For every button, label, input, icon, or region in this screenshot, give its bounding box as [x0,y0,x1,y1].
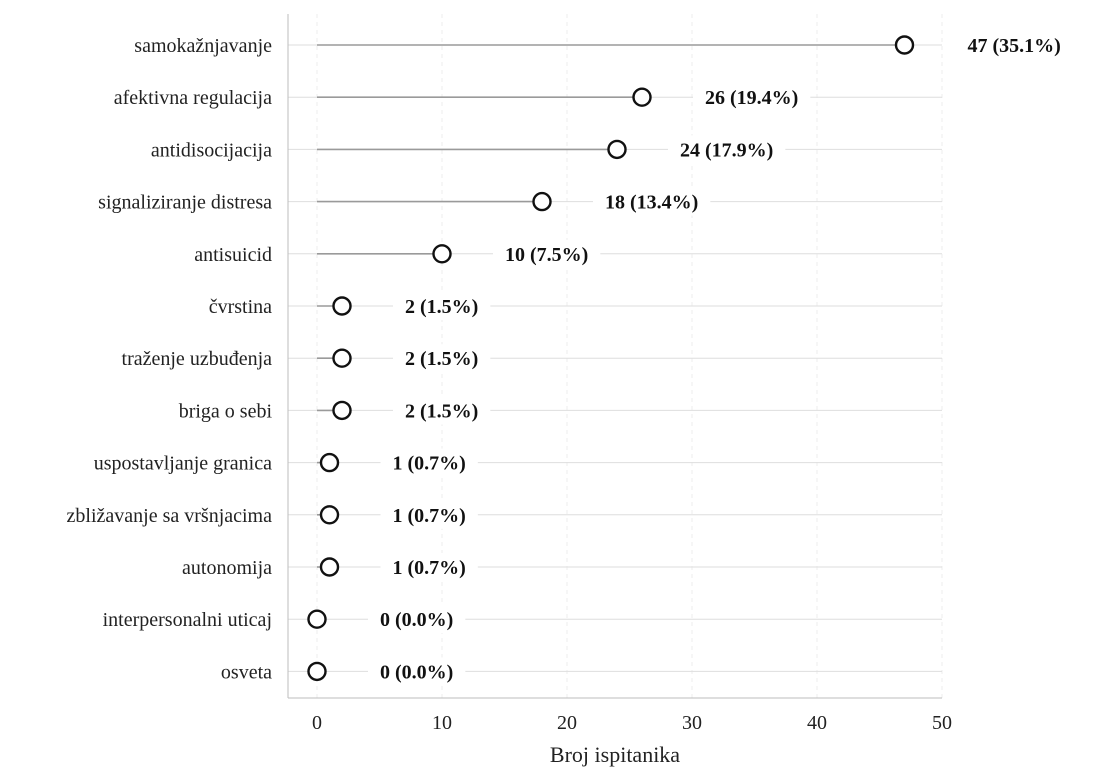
category-label: antisuicid [194,244,272,266]
lollipop-marker [607,139,627,160]
data-label: 1 (0.7%) [393,505,466,527]
category-label: traženje uzbuđenja [122,348,273,370]
lollipop-marker [332,400,352,421]
data-label-bg [368,657,466,686]
category-label: antidisocijacija [151,139,272,161]
stem-layer [317,44,905,568]
data-label-bg [955,31,1073,59]
data-label: 2 (1.5%) [405,296,478,318]
category-label: briga o sebi [179,400,273,422]
lollipop-marker [319,452,340,473]
category-label: osveta [221,661,272,683]
marker-layer [307,35,915,682]
x-tick-labels: 0 10 20 30 40 50 [312,712,952,734]
data-label-bg [380,553,478,581]
x-tick-label: 10 [432,712,452,734]
category-label: uspostavljanje granica [94,453,272,475]
data-label: 2 (1.5%) [405,348,478,370]
data-label-bg [380,500,478,529]
category-label: samokažnjavanje [134,35,272,57]
data-label-bg [380,448,478,477]
category-label: čvrstina [209,296,272,318]
category-label: zbližavanje sa vršnjacima [67,505,273,527]
data-label: 0 (0.0%) [380,609,453,631]
x-tick-label: 40 [807,712,827,734]
data-label-bg [368,605,466,634]
lollipop-marker [894,35,915,55]
lollipop-marker [307,661,327,682]
data-label: 1 (0.7%) [393,453,466,475]
lollipop-marker [532,191,552,212]
category-label: signaliziranje distresa [98,192,272,214]
lollipop-marker [432,244,452,264]
data-label-bg [393,396,491,425]
category-label: interpersonalni uticaj [103,609,272,631]
category-label: autonomija [182,557,272,579]
data-label-bg [693,83,811,112]
data-label: 2 (1.5%) [405,400,478,422]
data-label-bg [668,135,786,164]
data-label-bg [393,292,491,320]
lollipop-marker [307,609,327,629]
data-label: 18 (13.4%) [605,192,698,214]
lollipop-marker [632,87,652,107]
x-tick-label: 20 [557,712,577,734]
category-label: afektivna regulacija [114,87,272,109]
data-labels: 47 (35.1%) 26 (19.4%) 24 (17.9%) 18 (13.4%)… [368,31,1073,686]
axis-layer [287,14,942,699]
data-label-bg [393,344,491,373]
lollipop-marker [319,505,340,525]
data-label: 47 (35.1%) [968,35,1061,57]
data-label: 10 (7.5%) [505,244,588,266]
x-tick-label: 0 [312,712,322,734]
data-label: 24 (17.9%) [680,139,773,161]
grid-layer [288,14,943,698]
data-label: 0 (0.0%) [380,661,453,683]
lollipop-marker [319,557,340,577]
category-labels: samokažnjavanje afektivna regulacija antid… [67,35,273,683]
lollipop-marker [332,296,352,316]
data-label: 1 (0.7%) [393,557,466,579]
data-label-bg [593,187,711,216]
x-axis-title: Broj ispitanika [550,742,680,767]
data-label-bg [493,239,601,268]
data-label: 26 (19.4%) [705,87,798,109]
x-tick-label: 30 [682,712,702,734]
lollipop-marker [332,348,352,368]
x-tick-label: 50 [932,712,952,734]
